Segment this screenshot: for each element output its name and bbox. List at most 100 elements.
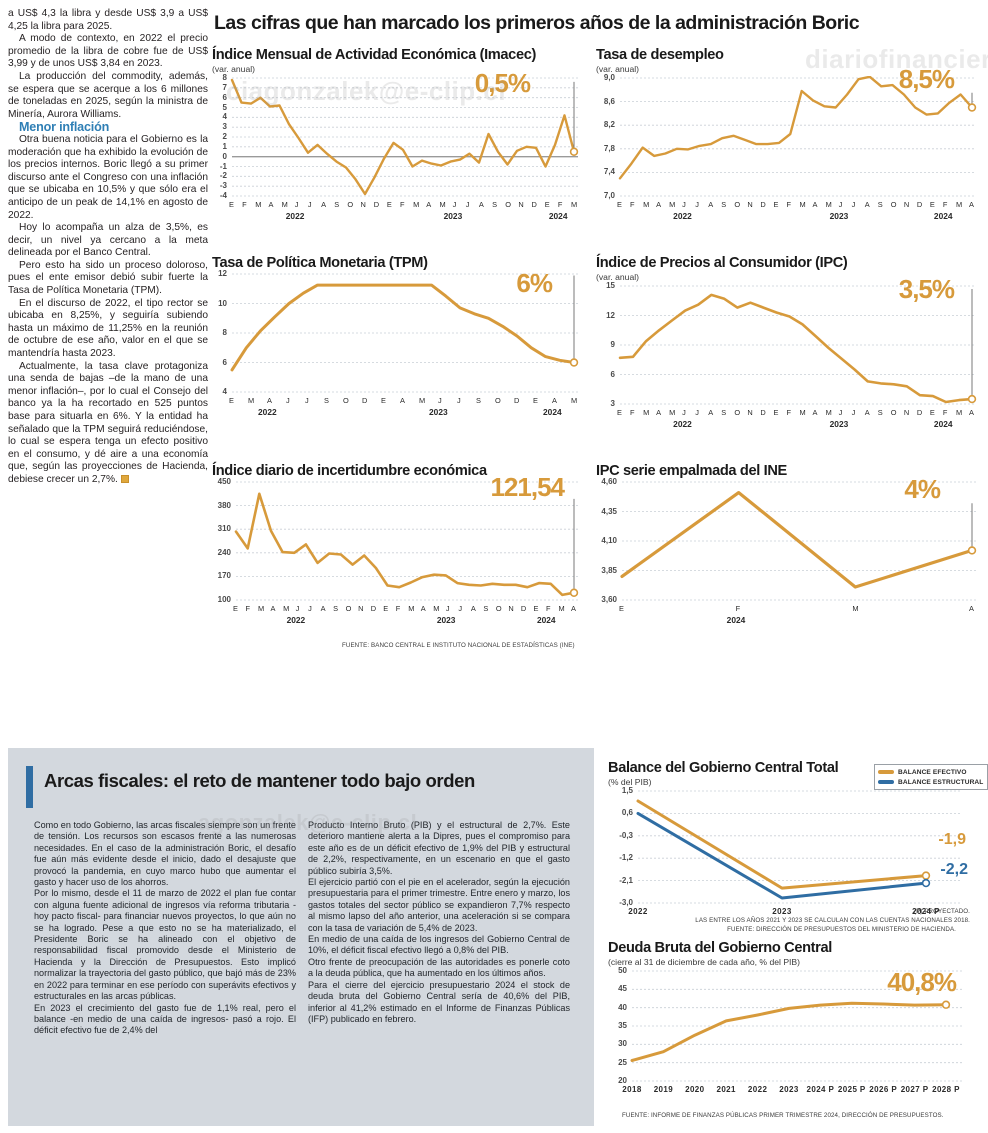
legend-item[interactable]: BALANCE EFECTIVO	[878, 767, 983, 777]
y-axis-tick: 3,60	[601, 595, 617, 604]
chart-title: Deuda Bruta del Gobierno Central	[608, 940, 832, 956]
x-axis-tick: M	[413, 200, 420, 209]
article-paragraph: La producción del commodity, además, se …	[8, 70, 208, 120]
x-axis-tick: A	[270, 604, 276, 613]
x-axis-tick: M	[439, 200, 447, 209]
series-value-label: -2,2	[940, 861, 968, 878]
fiscal-paragraph: Otro frente de preocupación de las autor…	[308, 956, 570, 979]
y-axis-tick: 450	[217, 477, 231, 486]
x-axis-year: 2023	[829, 419, 849, 429]
top-section: a US$ 4,3 la libra y desde US$ 3,9 a US$…	[8, 8, 988, 649]
legend-item[interactable]: BALANCE ESTRUCTURAL	[878, 777, 983, 787]
x-axis-tick: S	[721, 408, 727, 417]
chart-subtitle: (var. anual)	[596, 272, 639, 282]
x-axis-tick: O	[734, 408, 741, 417]
x-axis-tick: N	[508, 604, 515, 613]
x-axis-tick: S	[476, 396, 482, 405]
x-axis-tick: M	[558, 604, 566, 613]
x-axis-category: 2026 P	[869, 1085, 898, 1094]
chart-callout-value: 0,5%	[474, 68, 531, 98]
x-axis-tick: J	[682, 408, 687, 417]
y-axis-tick: 7	[222, 82, 227, 92]
y-axis-tick: 7,8	[603, 143, 615, 153]
x-axis-tick: A	[969, 604, 975, 613]
x-axis-tick: F	[400, 200, 405, 209]
x-axis-tick: A	[400, 396, 406, 405]
x-axis-tick: S	[334, 200, 340, 209]
x-axis-category: 2021	[716, 1085, 736, 1094]
x-axis-category: 2022	[628, 907, 648, 916]
legend-label: BALANCE ESTRUCTURAL	[898, 778, 984, 786]
chart-plot: 4,60 4,35 4,10 3,85 3,60 E F M A 2024 4%	[596, 474, 978, 628]
y-axis-tick: 8	[222, 73, 227, 82]
y-axis-tick: -3,0	[619, 898, 633, 907]
chart-subtitle: (var. anual)	[212, 64, 255, 74]
x-axis-tick: J	[307, 200, 313, 209]
x-axis-tick: A	[812, 200, 818, 209]
fiscal-paragraph: El ejercicio partió con el pie en el ace…	[308, 877, 570, 933]
x-axis-tick: F	[545, 604, 551, 613]
chart-subtitle: (cierre al 31 de diciembre de cada año, …	[608, 957, 801, 967]
chart-balance: Balance del Gobierno Central Total (% del…	[608, 760, 988, 931]
chart-source-note: LAS ENTRE LOS AÑOS 2021 Y 2023 SE CALCUL…	[695, 917, 970, 924]
x-axis-year: 2022	[673, 419, 692, 429]
x-axis-tick: D	[760, 408, 767, 417]
x-axis-tick: N	[747, 200, 754, 209]
x-axis-tick: J	[682, 200, 687, 209]
y-axis-tick: 5	[222, 102, 227, 112]
y-axis-tick: 7,0	[603, 191, 615, 200]
y-axis-tick: 1,5	[621, 786, 633, 795]
x-axis-year: 2024	[548, 211, 568, 221]
x-axis-tick: M	[433, 604, 440, 613]
y-axis-tick: 8	[222, 328, 227, 337]
series-value-label: -1,9	[938, 831, 966, 848]
x-axis-tick: M	[852, 604, 859, 613]
x-axis-tick: O	[343, 396, 350, 405]
x-axis-tick: M	[419, 396, 426, 405]
x-axis-category: 2018	[622, 1085, 642, 1094]
x-axis-category: 2020	[685, 1085, 705, 1094]
y-axis-tick: 0	[222, 151, 227, 161]
x-axis-tick: J	[465, 200, 470, 209]
y-axis-tick: -2	[219, 171, 227, 181]
x-axis-tick: S	[324, 396, 330, 405]
y-axis-tick: 25	[618, 1057, 627, 1067]
x-axis-year: 2023	[429, 407, 448, 417]
y-axis-tick: 12	[218, 269, 227, 278]
article-paragraph: A modo de contexto, en 2022 el precio pr…	[8, 33, 208, 70]
x-axis-tick: M	[825, 408, 833, 417]
x-axis-tick: A	[268, 200, 274, 209]
fiscal-section: Arcas fiscales: el reto de mantener todo…	[8, 748, 988, 1126]
chart-svg	[230, 77, 579, 197]
x-axis-tick: M	[255, 200, 262, 209]
x-axis-tick: D	[373, 200, 380, 209]
x-axis-tick: A	[470, 604, 477, 613]
y-axis-tick: 1	[222, 141, 227, 151]
y-axis-tick: 4	[222, 112, 227, 122]
chart-source-note: FUENTE: DIRECCIÓN DE PRESUPUESTOS DEL MI…	[727, 926, 956, 933]
y-axis-tick: 170	[217, 571, 231, 581]
x-axis-tick: O	[347, 200, 354, 209]
x-axis-tick: A	[267, 396, 273, 405]
x-axis-tick: O	[495, 604, 503, 613]
x-axis-tick: M	[283, 604, 290, 613]
article-paragraph: Pero esto ha sido un proceso doloroso, p…	[8, 259, 208, 297]
chart-subtitle: (% del PIB)	[608, 777, 652, 787]
x-axis-tick: E	[619, 604, 625, 613]
y-axis-tick: 50	[618, 966, 627, 975]
x-axis-tick: M	[281, 200, 289, 209]
x-axis-tick: J	[294, 200, 299, 209]
x-axis-tick: E	[233, 604, 239, 613]
chart-svg	[230, 273, 579, 393]
x-axis-tick: N	[903, 408, 910, 417]
x-axis-year: 2024	[543, 407, 562, 417]
fiscal-column-2: Producto Interno Bruto (PIB) y el estruc…	[308, 820, 570, 1025]
x-axis-category: 2024 P	[912, 907, 940, 916]
x-axis-tick: D	[370, 604, 377, 613]
chart-callout-value: 3,5%	[898, 274, 955, 304]
chart-source-note: FUENTE: BANCO CENTRAL E INSTITUTO NACION…	[342, 642, 575, 649]
x-axis-tick: E	[533, 604, 539, 613]
y-axis-tick: 12	[606, 310, 615, 320]
y-axis-tick: 3	[610, 399, 615, 408]
fiscal-paragraph: Para el cierre del ejercicio presupuesta…	[308, 979, 570, 1024]
